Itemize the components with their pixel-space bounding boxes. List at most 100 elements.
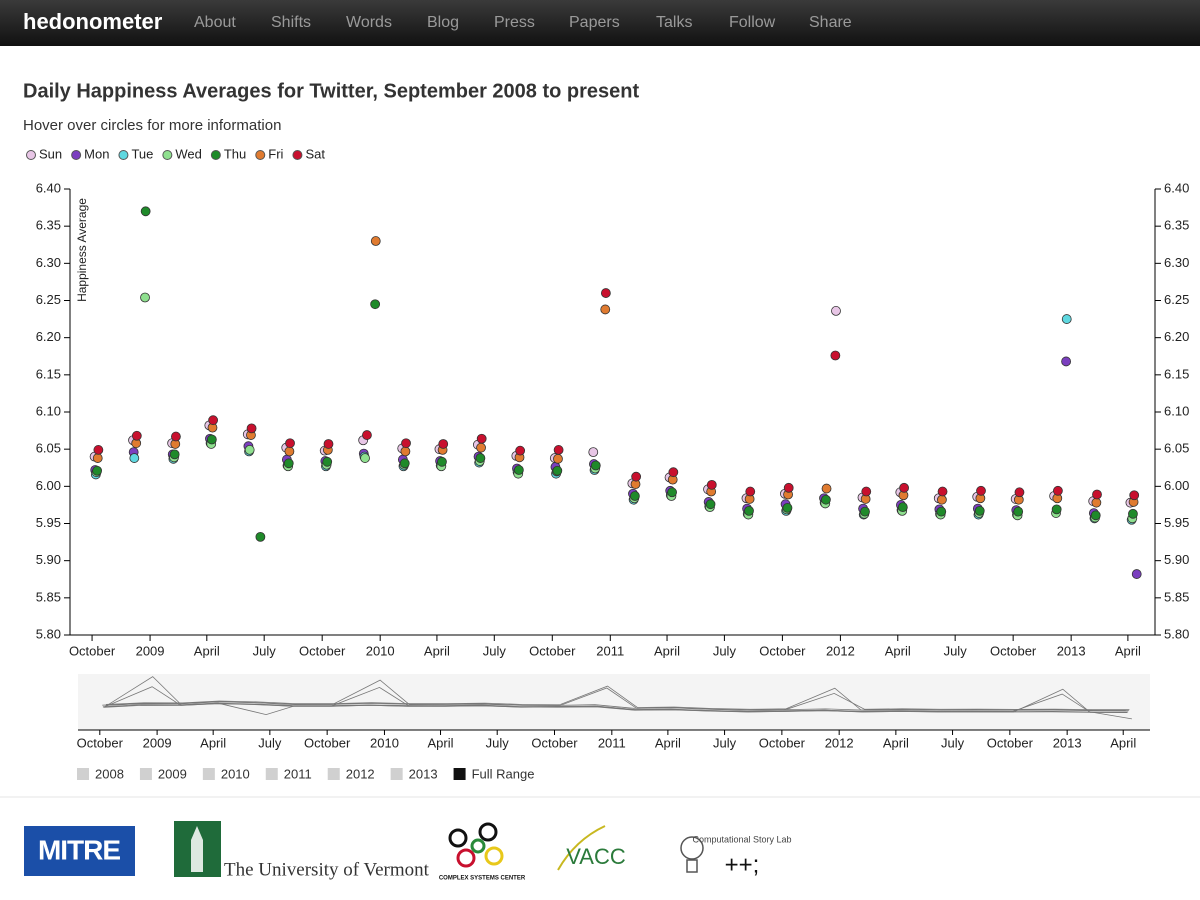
range-button-swatch[interactable] — [453, 768, 466, 780]
data-point[interactable] — [830, 350, 841, 361]
data-point[interactable] — [936, 506, 947, 517]
data-point[interactable] — [284, 446, 295, 457]
data-point[interactable] — [744, 505, 754, 516]
data-point[interactable] — [140, 292, 150, 303]
data-point[interactable] — [553, 445, 564, 455]
nav-link[interactable]: Follow — [729, 14, 776, 31]
data-point[interactable] — [553, 453, 563, 464]
data-point[interactable] — [244, 445, 255, 455]
data-point[interactable] — [667, 487, 677, 498]
nav-link[interactable]: Blog — [427, 14, 459, 31]
data-point[interactable] — [92, 453, 103, 463]
data-point[interactable] — [974, 505, 985, 516]
data-point[interactable] — [1061, 356, 1072, 367]
range-button[interactable]: 2009 — [158, 766, 187, 781]
data-point[interactable] — [399, 458, 410, 469]
data-point[interactable] — [246, 423, 257, 434]
nav-link[interactable]: About — [194, 14, 236, 31]
data-point[interactable] — [552, 465, 563, 476]
range-button-swatch[interactable] — [327, 768, 340, 780]
data-point[interactable] — [437, 456, 447, 467]
data-point[interactable] — [370, 299, 381, 310]
data-point[interactable] — [631, 471, 642, 482]
mitre-logo[interactable] — [24, 826, 135, 876]
data-point[interactable] — [322, 456, 333, 467]
data-point[interactable] — [1051, 504, 1062, 515]
range-button[interactable]: 2011 — [284, 766, 312, 781]
data-point[interactable] — [588, 447, 599, 458]
data-point[interactable] — [171, 431, 181, 442]
data-point[interactable] — [668, 467, 679, 478]
data-point[interactable] — [140, 206, 151, 217]
data-point[interactable] — [208, 415, 219, 426]
data-point[interactable] — [362, 430, 372, 440]
range-button-swatch[interactable] — [202, 768, 215, 780]
data-point[interactable] — [129, 453, 140, 463]
data-point[interactable] — [475, 453, 486, 463]
data-point[interactable] — [1013, 506, 1024, 517]
data-point[interactable] — [515, 445, 526, 456]
nav-link[interactable]: Papers — [569, 14, 620, 31]
data-point[interactable] — [783, 482, 794, 493]
data-point[interactable] — [1128, 508, 1138, 519]
data-point[interactable] — [1090, 510, 1101, 521]
data-point[interactable] — [937, 486, 948, 497]
range-button-swatch[interactable] — [139, 768, 152, 780]
data-point[interactable] — [821, 483, 832, 494]
data-point[interactable] — [861, 486, 872, 497]
data-point[interactable] — [860, 506, 870, 517]
data-point[interactable] — [705, 499, 716, 510]
data-point[interactable] — [92, 465, 103, 476]
data-point[interactable] — [899, 482, 909, 493]
data-point[interactable] — [400, 446, 411, 457]
range-button[interactable]: Full Range — [472, 766, 535, 781]
data-point[interactable] — [323, 439, 334, 449]
data-point[interactable] — [1129, 490, 1140, 501]
range-button[interactable]: 2008 — [95, 766, 124, 781]
range-button[interactable]: 2012 — [346, 766, 375, 781]
data-point[interactable] — [131, 430, 142, 441]
brand[interactable]: hedonometer — [23, 9, 163, 34]
data-point[interactable] — [283, 458, 294, 469]
data-point[interactable] — [590, 460, 601, 471]
data-point[interactable] — [821, 494, 831, 505]
data-point[interactable] — [1014, 487, 1025, 498]
csc-icon[interactable] — [448, 822, 504, 868]
data-point[interactable] — [600, 288, 611, 298]
data-point[interactable] — [513, 465, 524, 475]
data-point[interactable] — [782, 502, 793, 513]
data-point[interactable] — [255, 531, 266, 542]
data-point[interactable] — [1092, 489, 1102, 500]
nav-link[interactable]: Shifts — [271, 14, 311, 31]
data-point[interactable] — [629, 491, 640, 501]
data-point[interactable] — [706, 479, 717, 490]
data-point[interactable] — [93, 445, 104, 455]
data-point[interactable] — [438, 439, 449, 449]
data-point[interactable] — [476, 433, 487, 444]
data-point[interactable] — [1131, 569, 1142, 579]
nav-link[interactable]: Talks — [656, 14, 692, 31]
data-point[interactable] — [1091, 497, 1102, 508]
data-point[interactable] — [897, 502, 908, 513]
data-point[interactable] — [169, 449, 180, 460]
data-point[interactable] — [1053, 485, 1063, 496]
nav-link[interactable]: Share — [809, 14, 852, 31]
range-button-swatch[interactable] — [265, 768, 278, 780]
data-point[interactable] — [370, 236, 381, 246]
data-point[interactable] — [600, 304, 611, 315]
range-button[interactable]: 2010 — [221, 766, 250, 781]
nav-link[interactable]: Press — [494, 14, 535, 31]
data-point[interactable] — [831, 306, 841, 316]
data-point[interactable] — [206, 434, 217, 445]
vacc-text[interactable]: VACC — [566, 844, 626, 869]
data-point[interactable] — [745, 486, 756, 497]
range-button-swatch[interactable] — [77, 768, 89, 780]
data-point[interactable] — [401, 438, 411, 449]
data-point[interactable] — [937, 494, 947, 505]
range-button[interactable]: 2013 — [409, 766, 438, 781]
story-lab-icon[interactable] — [680, 836, 704, 873]
data-point[interactable] — [476, 442, 486, 453]
data-point[interactable] — [1061, 314, 1072, 324]
data-point[interactable] — [285, 438, 295, 449]
data-point[interactable] — [976, 485, 986, 496]
